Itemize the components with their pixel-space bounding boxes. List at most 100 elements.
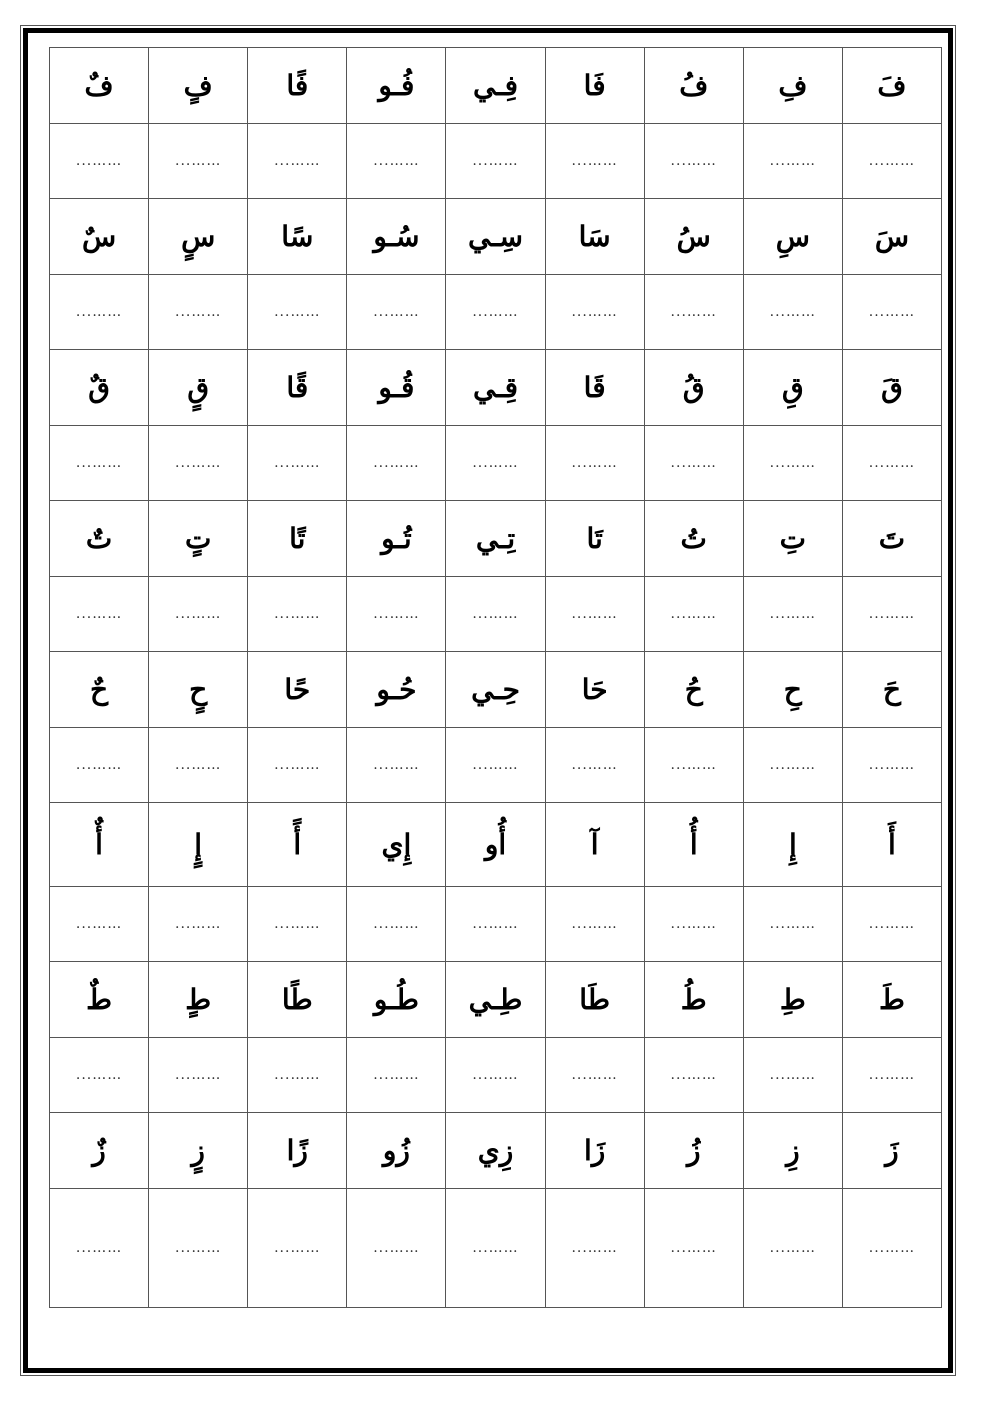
writing-blank[interactable]: ……... xyxy=(48,886,150,962)
writing-blank[interactable]: ……... xyxy=(445,1188,546,1308)
writing-blank[interactable]: ……... xyxy=(48,123,150,199)
writing-blank[interactable]: ……... xyxy=(346,1188,447,1308)
writing-blank[interactable]: ……... xyxy=(742,123,843,199)
writing-blank[interactable]: ……... xyxy=(247,727,348,803)
syllable-cell: سِـي xyxy=(445,198,546,275)
syllable-cell: تَا xyxy=(544,500,645,577)
syllable-cell: قُـو xyxy=(346,349,447,426)
writing-blank[interactable]: ……... xyxy=(148,886,249,962)
syllable-cell: حَا xyxy=(544,651,645,728)
writing-blank[interactable]: ……... xyxy=(544,727,645,803)
syllable-cell: حُـو xyxy=(346,651,447,728)
writing-blank[interactable]: ……... xyxy=(247,886,348,962)
syllable-cell: حِـي xyxy=(445,651,546,728)
writing-blank[interactable]: ……... xyxy=(247,1037,348,1113)
syllable-cell: سُـو xyxy=(346,198,447,275)
writing-blank[interactable]: ……... xyxy=(841,274,943,350)
writing-blank[interactable]: ……... xyxy=(643,123,744,199)
page-border-inner xyxy=(23,28,953,1373)
writing-blank[interactable]: ……... xyxy=(48,425,150,501)
writing-blank[interactable]: ……... xyxy=(544,123,645,199)
writing-blank[interactable]: ……... xyxy=(247,1188,348,1308)
writing-blank[interactable]: ……... xyxy=(742,425,843,501)
writing-blank[interactable]: ……... xyxy=(841,123,943,199)
writing-blank[interactable]: ……... xyxy=(643,576,744,652)
writing-blank[interactable]: ……... xyxy=(48,727,150,803)
writing-blank[interactable]: ……... xyxy=(48,576,150,652)
syllable-cell: تُـو xyxy=(346,500,447,577)
writing-blank[interactable]: ……... xyxy=(148,576,249,652)
writing-blank[interactable]: ……... xyxy=(48,1188,150,1308)
writing-blank[interactable]: ……... xyxy=(841,727,943,803)
writing-blank[interactable]: ……... xyxy=(247,425,348,501)
syllable-cell: قَا xyxy=(544,349,645,426)
writing-blank[interactable]: ……... xyxy=(247,274,348,350)
syllable-cell: قُ xyxy=(643,349,744,426)
writing-blank[interactable]: ……... xyxy=(643,1037,744,1113)
writing-blank[interactable]: ……... xyxy=(346,727,447,803)
writing-blank[interactable]: ……... xyxy=(643,886,744,962)
writing-blank[interactable]: ……... xyxy=(742,1037,843,1113)
writing-blank[interactable]: ……... xyxy=(643,727,744,803)
writing-blank[interactable]: ……... xyxy=(148,1188,249,1308)
writing-blank[interactable]: ……... xyxy=(247,576,348,652)
writing-blank[interactable]: ……... xyxy=(445,886,546,962)
syllable-cell: طَ xyxy=(841,961,943,1038)
letter-row: زَ زِ زُ زَا زِي زُو زًا زٍ زٌ xyxy=(48,1112,943,1189)
writing-blank[interactable]: ……... xyxy=(742,576,843,652)
syllable-cell: طٍ xyxy=(148,961,249,1038)
writing-blank[interactable]: ……... xyxy=(544,425,645,501)
syllable-cell: فِـي xyxy=(445,47,546,124)
writing-blank[interactable]: ……... xyxy=(742,1188,843,1308)
syllable-cell: تِـي xyxy=(445,500,546,577)
writing-blank[interactable]: ……... xyxy=(445,576,546,652)
writing-row: ……...……...……...……...……...……...……...……...… xyxy=(48,274,943,350)
writing-blank[interactable]: ……... xyxy=(445,1037,546,1113)
writing-blank[interactable]: ……... xyxy=(643,1188,744,1308)
writing-blank[interactable]: ……... xyxy=(544,886,645,962)
writing-blank[interactable]: ……... xyxy=(346,886,447,962)
writing-blank[interactable]: ……... xyxy=(346,123,447,199)
writing-blank[interactable]: ……... xyxy=(48,274,150,350)
writing-blank[interactable]: ……... xyxy=(544,1188,645,1308)
writing-blank[interactable]: ……... xyxy=(346,274,447,350)
writing-row: ……...……...……...……...……...……...……...……...… xyxy=(48,886,943,962)
syllable-cell: تًا xyxy=(247,500,348,577)
writing-blank[interactable]: ……... xyxy=(544,1037,645,1113)
page-border-outer xyxy=(20,25,956,1376)
writing-blank[interactable]: ……... xyxy=(643,425,744,501)
writing-blank[interactable]: ……... xyxy=(445,123,546,199)
writing-blank[interactable]: ……... xyxy=(841,425,943,501)
writing-blank[interactable]: ……... xyxy=(742,886,843,962)
syllable-cell: فَ xyxy=(841,47,943,124)
writing-blank[interactable]: ……... xyxy=(148,274,249,350)
writing-row: ……...……...……...……...……...……...……...……...… xyxy=(48,425,943,501)
writing-blank[interactable]: ……... xyxy=(544,274,645,350)
syllable-cell: تٌ xyxy=(48,500,150,577)
syllable-cell: آ xyxy=(544,802,645,887)
writing-blank[interactable]: ……... xyxy=(742,274,843,350)
writing-blank[interactable]: ……... xyxy=(148,425,249,501)
writing-blank[interactable]: ……... xyxy=(445,274,546,350)
syllable-cell: زَ xyxy=(841,1112,943,1189)
writing-blank[interactable]: ……... xyxy=(346,425,447,501)
writing-blank[interactable]: ……... xyxy=(247,123,348,199)
writing-blank[interactable]: ……... xyxy=(445,425,546,501)
writing-blank[interactable]: ……... xyxy=(841,1037,943,1113)
writing-blank[interactable]: ……... xyxy=(841,886,943,962)
writing-blank[interactable]: ……... xyxy=(643,274,744,350)
writing-blank[interactable]: ……... xyxy=(544,576,645,652)
writing-blank[interactable]: ……... xyxy=(148,123,249,199)
writing-blank[interactable]: ……... xyxy=(148,1037,249,1113)
syllable-cell: سٌ xyxy=(48,198,150,275)
writing-blank[interactable]: ……... xyxy=(346,576,447,652)
writing-blank[interactable]: ……... xyxy=(841,576,943,652)
writing-blank[interactable]: ……... xyxy=(346,1037,447,1113)
syllable-cell: حُ xyxy=(643,651,744,728)
writing-blank[interactable]: ……... xyxy=(48,1037,150,1113)
writing-blank[interactable]: ……... xyxy=(148,727,249,803)
writing-blank[interactable]: ……... xyxy=(841,1188,943,1308)
letter-row: أَ إِ أُ آ أُو إِي أً إٍ أٌ xyxy=(48,802,943,887)
writing-blank[interactable]: ……... xyxy=(445,727,546,803)
writing-blank[interactable]: ……... xyxy=(742,727,843,803)
